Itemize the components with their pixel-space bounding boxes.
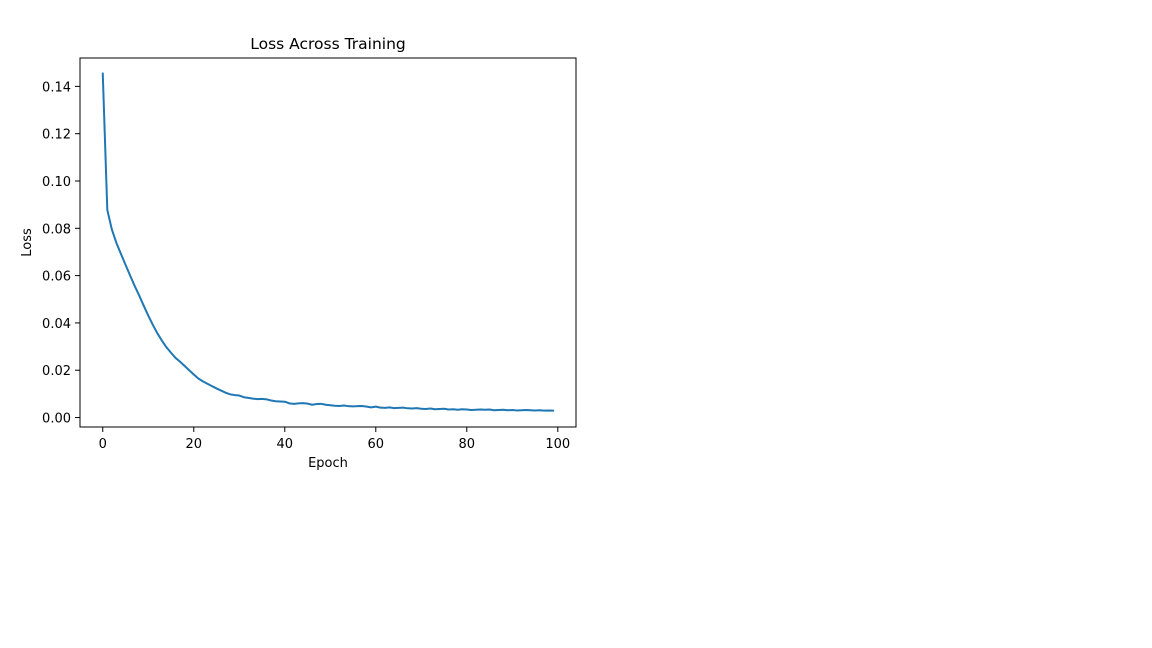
x-tick-label: 20 xyxy=(185,437,202,452)
plot-area xyxy=(79,57,577,428)
x-tick-label: 100 xyxy=(545,437,570,452)
x-axis-label: Epoch xyxy=(308,456,348,471)
loss-series-line xyxy=(101,72,555,412)
y-tick-label: 0.04 xyxy=(42,317,71,332)
x-tick-label: 0 xyxy=(99,437,107,452)
x-axis-ticks: 0 20 40 60 80 100 xyxy=(99,427,570,452)
y-axis-label: Loss xyxy=(20,228,35,257)
plot-frame xyxy=(79,57,577,428)
x-tick-label: 80 xyxy=(459,437,476,452)
y-tick-label: 0.06 xyxy=(42,270,71,285)
y-tick-label: 0.00 xyxy=(42,412,71,427)
y-tick-label: 0.10 xyxy=(42,175,71,190)
x-tick-label: 40 xyxy=(276,437,293,452)
chart-title: Loss Across Training xyxy=(250,35,406,53)
y-axis-ticks: 0.00 0.02 0.04 0.06 0.08 0.10 0.12 0.14 xyxy=(42,80,80,427)
y-tick-label: 0.02 xyxy=(42,364,71,379)
y-tick-label: 0.14 xyxy=(42,80,71,95)
y-tick-label: 0.08 xyxy=(42,222,71,237)
y-tick-label: 0.12 xyxy=(42,128,71,143)
x-tick-label: 60 xyxy=(368,437,385,452)
